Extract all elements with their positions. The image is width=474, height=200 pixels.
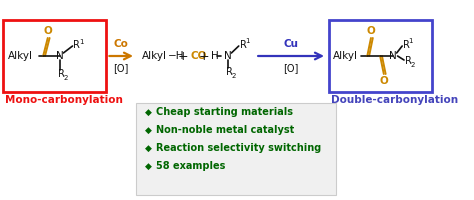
Text: +: + [177,49,188,62]
Bar [328,20,432,92]
Text: Alkyl: Alkyl [142,51,167,61]
Text: R: R [405,56,412,66]
Bar [3,20,106,92]
Text: H: H [211,51,219,61]
Bar [136,103,336,195]
Text: [O]: [O] [113,63,129,73]
Text: Non-noble metal catalyst: Non-noble metal catalyst [156,125,294,135]
Text: Co: Co [114,39,128,49]
Text: O: O [44,26,52,36]
Text: 58 examples: 58 examples [156,161,226,171]
Text: Cu: Cu [283,39,299,49]
Text: CO: CO [190,51,207,61]
Text: 1: 1 [245,38,250,44]
Text: O: O [366,26,375,36]
Text: ◆: ◆ [145,108,152,116]
Text: ◆: ◆ [145,126,152,134]
Text: Reaction selectivity switching: Reaction selectivity switching [156,143,321,153]
Text: N: N [56,51,64,61]
Text: [O]: [O] [283,63,299,73]
Text: R: R [240,40,246,50]
Text: ◆: ◆ [145,144,152,152]
Text: Alkyl: Alkyl [8,51,33,61]
Text: Alkyl: Alkyl [333,51,358,61]
Text: ◆: ◆ [145,162,152,170]
Text: 1: 1 [409,38,413,44]
Text: O: O [379,76,388,86]
Text: 2: 2 [231,73,236,79]
Text: −H: −H [168,51,184,61]
Text: N: N [224,51,232,61]
Text: N: N [389,51,397,61]
Text: +: + [199,49,209,62]
Text: 2: 2 [410,62,415,68]
Text: Double-carbonylation: Double-carbonylation [330,95,458,105]
Text: 2: 2 [64,75,68,81]
Text: R: R [226,67,233,77]
Text: Cheap starting materials: Cheap starting materials [156,107,293,117]
Text: R: R [403,40,410,50]
Text: 1: 1 [79,39,83,45]
Text: R: R [73,40,80,50]
Text: R: R [58,69,65,79]
Text: Mono-carbonylation: Mono-carbonylation [5,95,122,105]
